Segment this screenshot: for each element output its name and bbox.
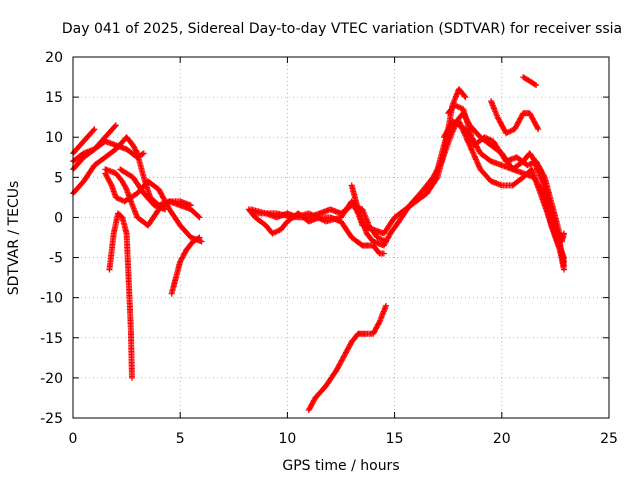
y-tick-label: 15 — [45, 90, 63, 106]
x-tick-label: 25 — [600, 431, 618, 447]
series-arc-q — [488, 98, 542, 137]
y-tick-label: -25 — [40, 411, 63, 427]
data-markers — [520, 74, 540, 89]
data-markers — [488, 98, 542, 137]
x-tick-label: 15 — [386, 431, 404, 447]
series-arc-s — [531, 158, 567, 269]
y-tick-label: 20 — [45, 50, 63, 66]
data-markers — [531, 158, 567, 269]
data-markers — [117, 166, 169, 213]
series-arc-h — [168, 234, 203, 297]
data-series — [70, 74, 567, 413]
x-tick-label: 10 — [278, 431, 296, 447]
x-tick-label: 0 — [69, 431, 78, 447]
y-tick-label: -15 — [40, 331, 63, 347]
y-tick-label: 0 — [54, 210, 63, 226]
y-tick-label: -20 — [40, 371, 63, 387]
data-markers — [106, 210, 135, 381]
data-markers — [102, 170, 205, 245]
series-arc-i — [117, 166, 169, 213]
data-markers — [305, 302, 389, 413]
series-arc-t — [305, 302, 389, 413]
x-axis-label: GPS time / hours — [282, 458, 399, 474]
x-tick-label: 5 — [176, 431, 185, 447]
data-markers — [440, 118, 567, 245]
series-arc-r — [520, 74, 540, 89]
chart-title: Day 041 of 2025, Sidereal Day-to-day VTE… — [62, 21, 622, 37]
y-tick-label: 5 — [54, 170, 63, 186]
y-tick-label: -10 — [40, 291, 63, 307]
y-tick-label: 10 — [45, 130, 63, 146]
series-arc-f — [106, 210, 135, 381]
y-axis-label: SDTVAR / TECUs — [6, 181, 22, 296]
y-tick-label: -5 — [49, 251, 63, 267]
data-markers — [168, 234, 203, 297]
series-arc-g — [102, 170, 205, 245]
plot-frame — [72, 56, 610, 419]
x-tick-label: 20 — [493, 431, 511, 447]
series-arc-p — [440, 118, 567, 245]
